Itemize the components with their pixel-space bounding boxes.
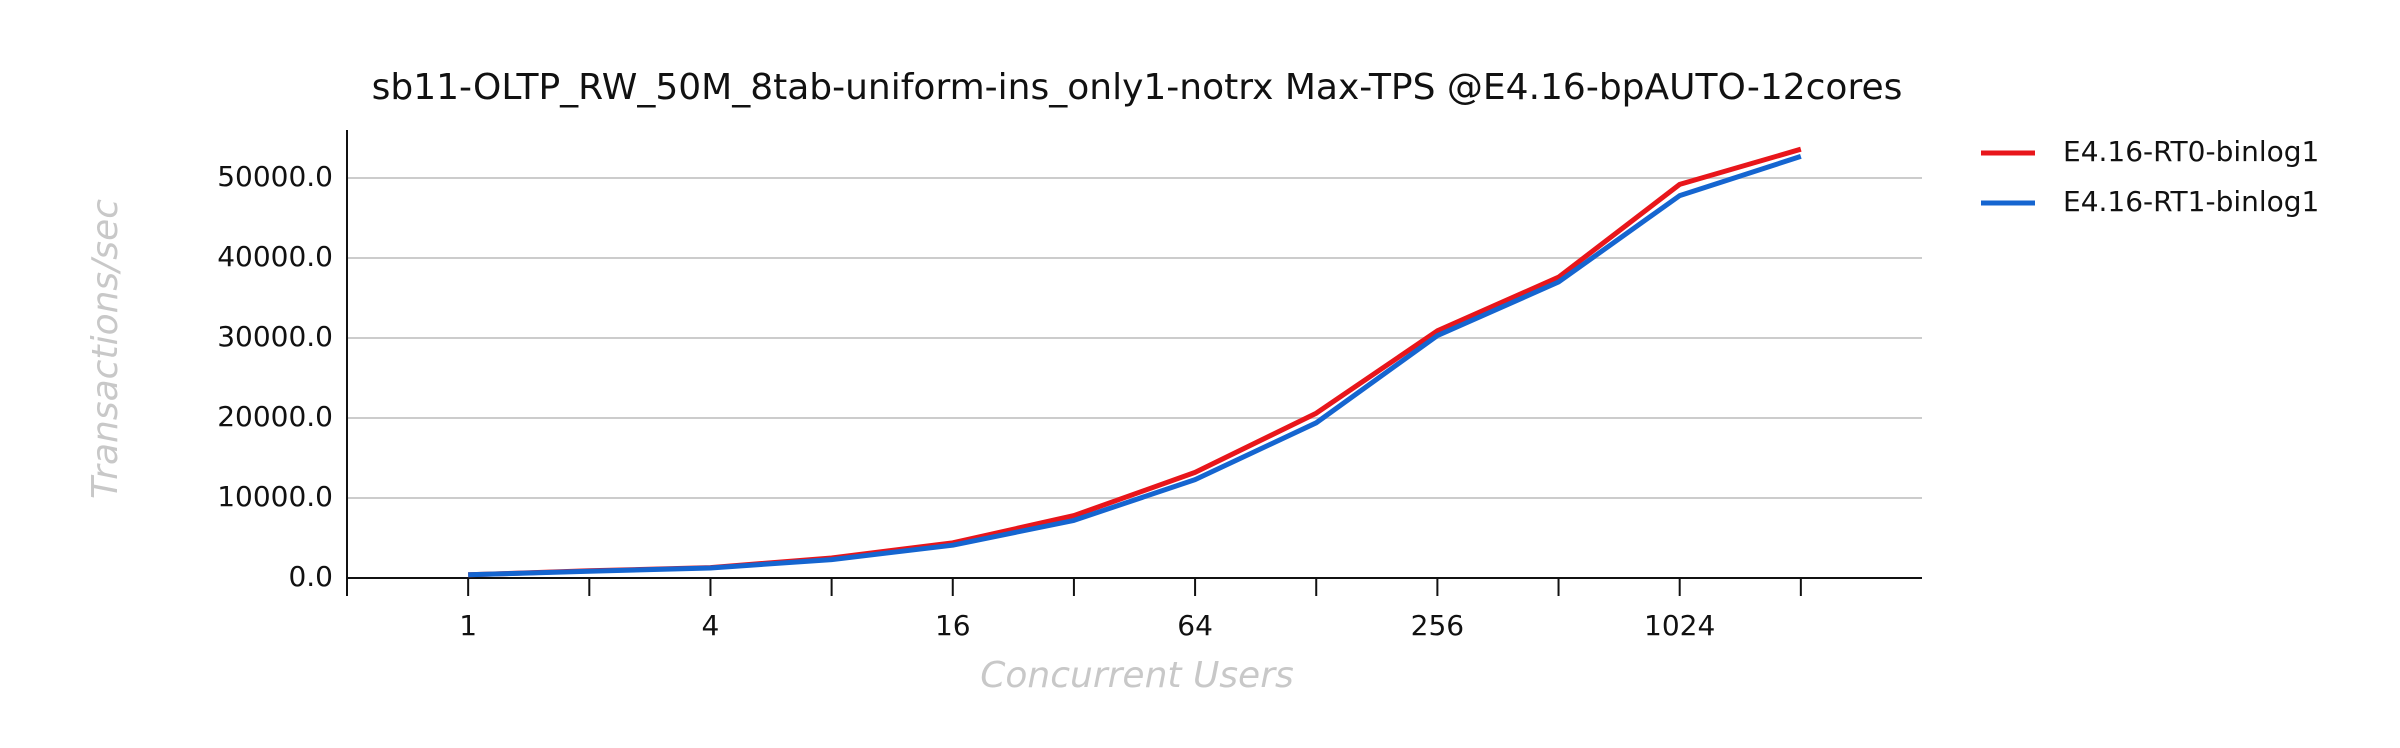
chart-title: sb11-OLTP_RW_50M_8tab-uniform-ins_only1-… [372,67,1903,108]
y-tick-label: 0.0 [288,560,333,593]
x-tick-label: 1024 [1644,609,1715,642]
y-tick-label: 50000.0 [217,160,333,193]
legend-label: E4.16-RT1-binlog1 [2063,185,2319,218]
x-tick-label: 256 [1411,609,1464,642]
legend-label: E4.16-RT0-binlog1 [2063,135,2319,168]
x-tick-label: 16 [935,609,971,642]
x-axis-label: Concurrent Users [980,655,1294,696]
data-line [468,154,1802,578]
y-tick-label: 30000.0 [217,320,333,353]
x-tick-label: 64 [1177,609,1213,642]
y-tick-label: 20000.0 [217,400,333,433]
x-tick-label: 4 [702,609,720,642]
y-axis-label: Transactions/sec [85,199,126,499]
y-tick-label: 10000.0 [217,480,333,513]
x-tick-label: 1 [459,609,477,642]
data-line [468,146,1802,578]
y-tick-label: 40000.0 [217,240,333,273]
